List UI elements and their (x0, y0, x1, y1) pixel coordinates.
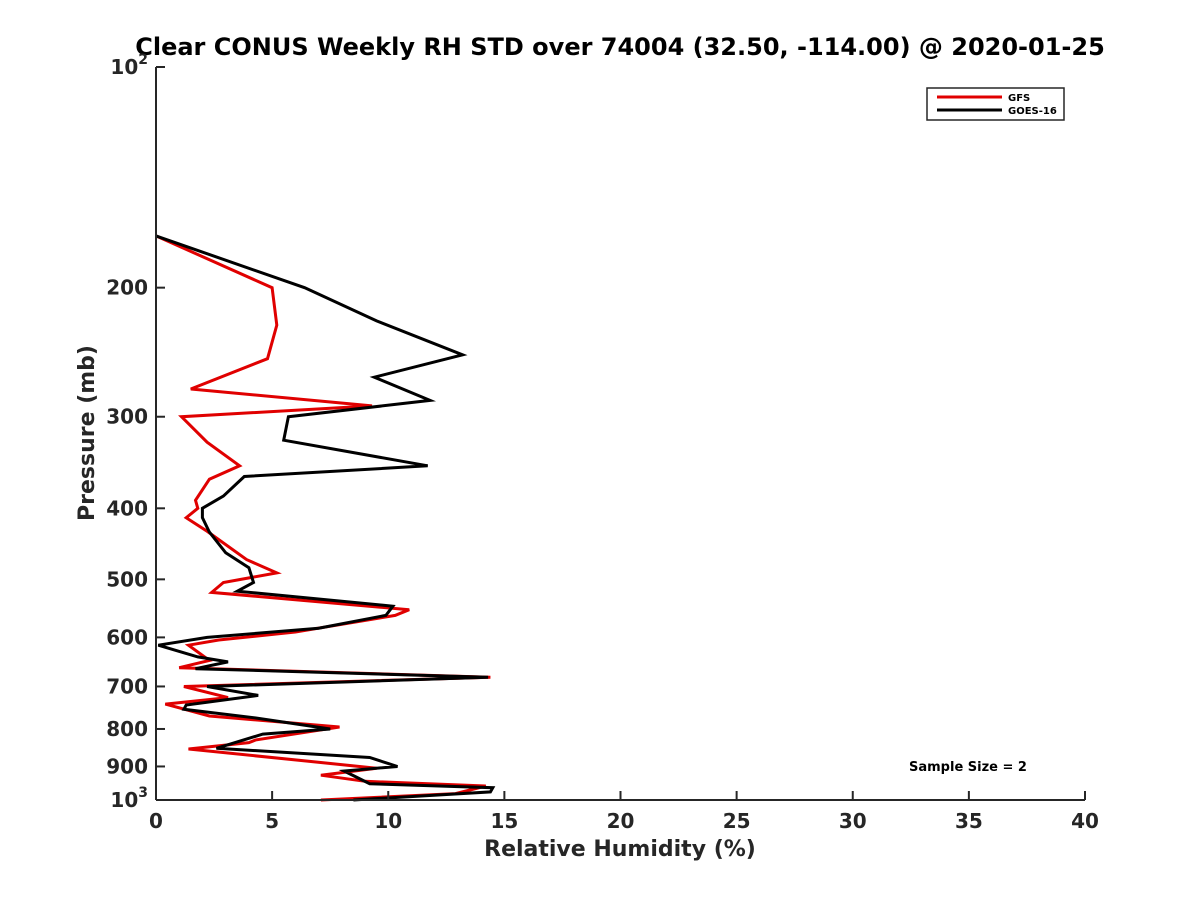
x-tick-label: 0 (149, 809, 163, 833)
legend: GFS GOES-16 (926, 87, 1065, 121)
y-tick-label: 600 (106, 625, 148, 649)
y-tick-label: 400 (106, 496, 148, 520)
y-tick-label: 900 (106, 754, 148, 778)
y-tick-label-power: 103 (110, 785, 148, 812)
x-tick-label: 5 (265, 809, 279, 833)
sample-size-annotation: Sample Size = 2 (909, 760, 1027, 775)
axes-layer: 0 5 10 15 20 25 30 35 40 200 300 400 500 600 700 800 900… (106, 52, 1099, 833)
y-axis-label: Pressure (mb) (75, 345, 100, 521)
y-tick-label: 300 (106, 405, 148, 429)
legend-label-goes-16: GOES-16 (1008, 106, 1057, 117)
y-tick-label: 700 (106, 674, 148, 698)
y-tick-label: 800 (106, 717, 148, 741)
y-tick-label-power: 102 (110, 52, 148, 79)
x-tick-label: 30 (839, 809, 867, 833)
series-layer (155, 234, 496, 802)
y-tick-label: 200 (106, 276, 148, 300)
x-tick-label: 10 (374, 809, 402, 833)
x-tick-label: 15 (490, 809, 518, 833)
x-tick-label: 20 (607, 809, 635, 833)
series-line-gfs (155, 234, 491, 802)
x-axis-label: Relative Humidity (%) (484, 837, 756, 862)
x-tick-label: 35 (955, 809, 983, 833)
legend-box (926, 87, 1065, 121)
x-tick-label: 25 (723, 809, 751, 833)
chart-title: Clear CONUS Weekly RH STD over 74004 (32… (135, 33, 1105, 61)
legend-label-gfs: GFS (1008, 93, 1030, 104)
series-line-goes-16 (155, 234, 496, 802)
x-tick-label: 40 (1071, 809, 1099, 833)
y-tick-label: 500 (106, 567, 148, 591)
